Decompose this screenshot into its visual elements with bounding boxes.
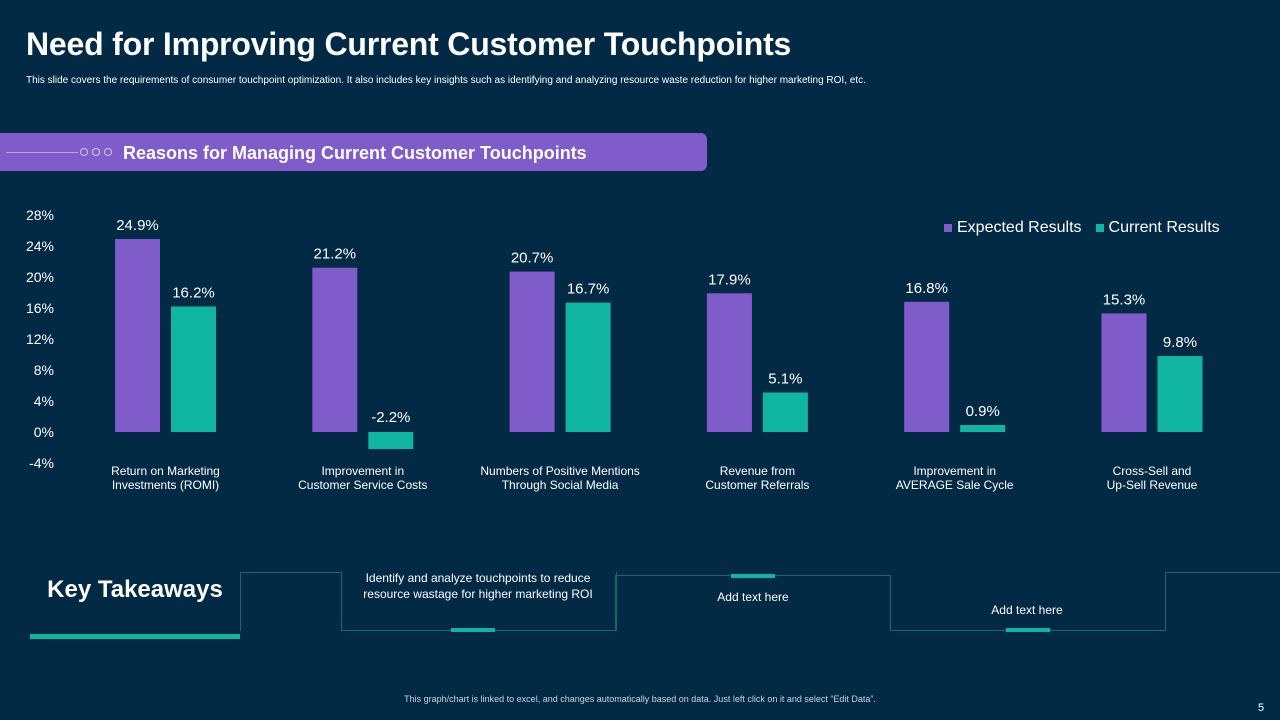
data-label: 0.9% [966, 403, 1000, 420]
legend-swatch-expected [944, 224, 952, 232]
bar-current [960, 425, 1006, 432]
legend-label-current: Current Results [1108, 219, 1220, 236]
x-category-label: Return on Marketing [111, 464, 220, 478]
bar-current [368, 432, 414, 450]
bar-expected [509, 271, 555, 432]
bar-current [171, 306, 216, 432]
bar-expected [1101, 313, 1147, 432]
x-category-label: AVERAGE Sale Cycle [896, 478, 1014, 492]
bar-expected [115, 239, 160, 432]
data-label: 24.9% [116, 217, 159, 234]
takeaway-accent-1 [451, 628, 495, 632]
bar-current [762, 392, 808, 432]
data-label: 16.7% [567, 281, 610, 298]
x-category-label: Up-Sell Revenue [1107, 478, 1198, 492]
x-category-label: Improvement in [913, 464, 996, 478]
data-label: 5.1% [768, 370, 802, 387]
y-tick-label: 0% [34, 424, 54, 440]
page-title: Need for Improving Current Customer Touc… [26, 26, 792, 62]
y-tick-label: 24% [26, 238, 54, 254]
section-banner: Reasons for Managing Current Customer To… [0, 133, 707, 171]
data-label: 20.7% [511, 250, 554, 267]
data-label: 15.3% [1103, 291, 1146, 308]
y-tick-label: -4% [29, 455, 54, 471]
chart-legend: Expected Results Current Results [944, 219, 1220, 237]
x-category-label: Customer Service Costs [298, 478, 427, 492]
bar-expected [706, 293, 752, 432]
y-tick-label: 16% [26, 300, 54, 316]
x-category-label: Investments (ROMI) [112, 478, 219, 492]
y-tick-label: 8% [34, 362, 54, 378]
data-label: 21.2% [314, 246, 357, 263]
y-tick-label: 12% [26, 331, 54, 347]
x-category-label: Revenue from [720, 464, 795, 478]
y-tick-label: 4% [34, 393, 54, 409]
data-label: -2.2% [371, 409, 410, 426]
takeaway-text-1[interactable]: Identify and analyze touchpoints to redu… [363, 571, 593, 601]
key-takeaways-underline [30, 634, 240, 639]
bar-current [565, 302, 611, 432]
x-category-label: Numbers of Positive Mentions [480, 464, 639, 478]
legend-swatch-current [1095, 224, 1104, 232]
y-tick-label: 28% [26, 207, 54, 223]
y-tick-label: 20% [26, 269, 54, 285]
connector-line [240, 572, 342, 631]
x-category-label: Improvement in [321, 464, 404, 478]
page-number: 5 [1258, 702, 1265, 714]
x-category-label: Cross-Sell and [1113, 464, 1192, 478]
banner-line-decoration [6, 152, 78, 153]
data-label: 9.8% [1163, 334, 1197, 351]
bar-chart: 28% 24% 20% 16% 12% 8% 4% 0% -4% 24.9% 16.2% Return… [26, 207, 1203, 492]
footer-note: This graph/chart is linked to excel, and… [404, 694, 876, 704]
takeaway-text-3[interactable]: Add text here [991, 603, 1063, 617]
legend-item-current: Current Results [1095, 219, 1220, 237]
legend-label-expected: Expected Results [957, 219, 1082, 236]
takeaway-accent-2 [731, 574, 775, 578]
x-category-label: Through Social Media [502, 478, 619, 492]
data-label: 16.8% [905, 280, 948, 297]
takeaway-text-2[interactable]: Add text here [717, 590, 789, 604]
data-label: 17.9% [708, 271, 751, 288]
key-takeaways-label: Key Takeaways [47, 576, 223, 603]
page-subtitle: This slide covers the requirements of co… [26, 75, 866, 86]
bar-expected [312, 267, 358, 432]
bar-expected [904, 301, 950, 432]
x-category-label: Customer Referrals [705, 478, 809, 492]
banner-title: Reasons for Managing Current Customer To… [123, 143, 587, 163]
legend-item-expected: Expected Results [944, 219, 1082, 237]
takeaway-accent-3 [1006, 628, 1050, 632]
bar-current [1157, 356, 1203, 432]
connector-line-end [1165, 572, 1280, 631]
banner-dots-icon [80, 148, 112, 156]
data-label: 16.2% [172, 284, 215, 301]
